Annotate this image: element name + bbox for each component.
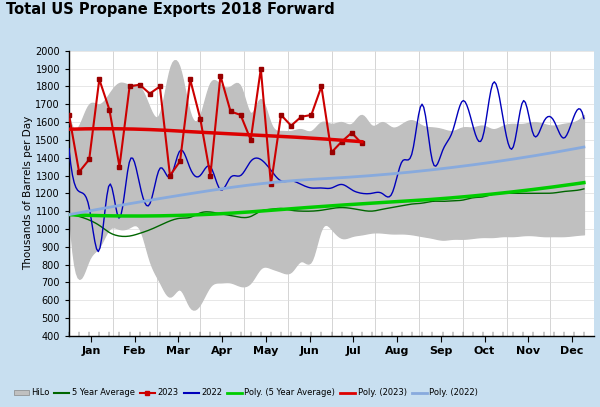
Text: Total US Propane Exports 2018 Forward: Total US Propane Exports 2018 Forward xyxy=(6,2,335,17)
Y-axis label: Thousands of Barrels per Day: Thousands of Barrels per Day xyxy=(23,116,32,270)
Legend: HiLo, 5 Year Average, 2023, 2022, Poly. (5 Year Average), Poly. (2023), Poly. (2: HiLo, 5 Year Average, 2023, 2022, Poly. … xyxy=(10,385,482,401)
